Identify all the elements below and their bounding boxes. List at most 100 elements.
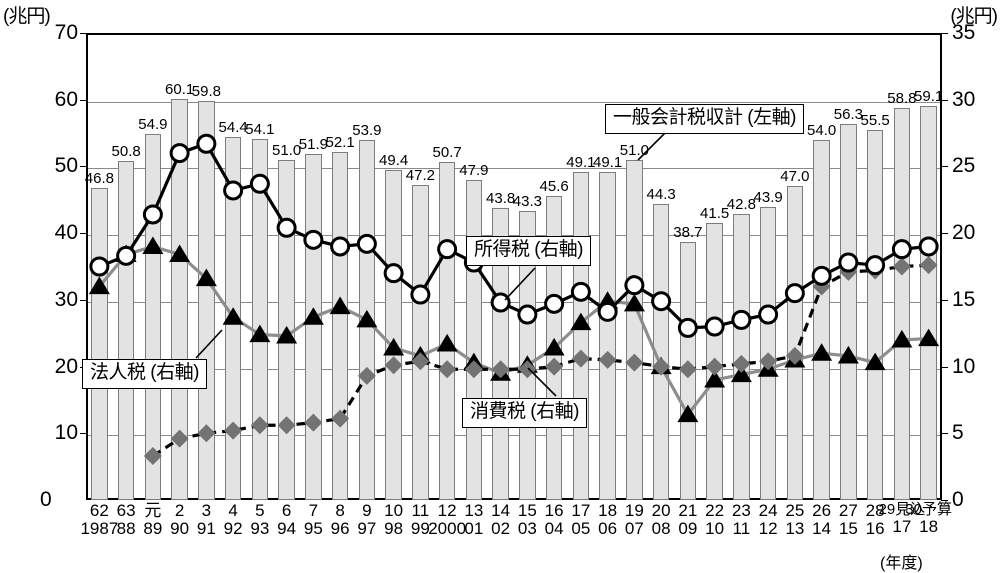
y-tick-mark-left	[80, 299, 87, 301]
bar-value-label: 41.5	[700, 205, 730, 223]
y-tick-left: 50	[54, 154, 78, 178]
series-marker-1	[758, 304, 779, 325]
y-tick-left: 40	[54, 221, 78, 245]
y-tick-mark-right	[941, 299, 948, 301]
y-tick-mark-left	[80, 166, 87, 168]
bar-value-label: 55.5	[860, 111, 890, 129]
bar-total-tax-revenue	[171, 99, 188, 500]
legend-callout-consumption-tax: 消費税 (右軸)	[462, 398, 587, 428]
x-axis-tick-14: 13 01	[464, 501, 484, 539]
x-axis-tick-22: 21 09	[678, 501, 698, 539]
x-axis-tick-10: 9 97	[357, 501, 377, 539]
series-marker-3	[705, 357, 724, 376]
bar-value-label: 54.0	[807, 121, 837, 139]
bar-value-label: 54.1	[245, 121, 275, 139]
y-tick-mark-left	[80, 233, 87, 235]
series-marker-1	[570, 281, 591, 302]
tax-revenue-chart: (兆円) (兆円) 10 20 30 40 50 60 70 0 5 10 15 20 25 30 35 46…	[3, 6, 998, 572]
series-marker-2	[276, 325, 298, 344]
series-marker-2	[837, 345, 859, 364]
x-axis-tick-12: 11 99	[410, 501, 430, 539]
bar-value-label: 43.9	[753, 189, 783, 207]
bar-value-label: 56.3	[833, 106, 863, 124]
bar-value-label: 59.1	[914, 87, 944, 105]
x-axis-tick-26: 25 13	[785, 501, 805, 539]
series-marker-2	[356, 309, 378, 328]
bar-value-label: 47.2	[405, 167, 435, 185]
series-marker-1	[276, 217, 297, 238]
bar-value-label: 45.6	[539, 177, 569, 195]
series-marker-2	[864, 352, 886, 371]
series-marker-2	[918, 328, 940, 347]
bar-value-label: 49.4	[379, 152, 409, 170]
series-marker-3	[438, 360, 457, 379]
legend-callout-income-tax: 所得税 (右軸)	[466, 236, 591, 266]
series-marker-1	[704, 316, 725, 337]
y-tick-mark-right	[941, 233, 948, 235]
series-marker-1	[410, 284, 431, 305]
series-marker-3	[143, 446, 162, 465]
series-marker-3	[759, 352, 778, 371]
bar-value-label: 42.8	[726, 196, 756, 214]
y-tick-right: 15	[952, 287, 976, 311]
bar-total-tax-revenue	[385, 170, 402, 500]
series-marker-1	[356, 233, 377, 254]
x-axis-tick-6: 5 93	[250, 501, 270, 539]
bar-total-tax-revenue	[866, 129, 884, 500]
y-tick-left: 10	[54, 421, 78, 445]
series-marker-1	[811, 265, 832, 286]
series-marker-2	[730, 364, 752, 383]
series-marker-2	[543, 337, 565, 356]
series-marker-3	[304, 413, 323, 432]
series-marker-3	[384, 356, 403, 375]
series-marker-2	[570, 312, 592, 331]
series-marker-1	[142, 204, 163, 225]
gridline	[88, 435, 940, 437]
legend-callout-total: 一般会計税収計 (左軸)	[605, 104, 804, 134]
callout-leader-line-1	[504, 267, 536, 301]
bar-total-tax-revenue	[412, 185, 429, 500]
bar-value-label: 52.1	[325, 134, 355, 152]
series-marker-1	[116, 245, 137, 266]
bar-value-label: 49.1	[566, 154, 596, 172]
y-tick-mark-left	[80, 99, 87, 101]
series-marker-2	[677, 404, 699, 423]
x-axis-labels: 62 1987 63 88 元 89 2 90 3 91 4 92 5 93 6 94 7 95 8 96 9 97 10 9…	[80, 501, 951, 561]
series-marker-1	[517, 304, 538, 325]
series-marker-1	[303, 229, 324, 250]
x-axis-tick-11: 10 98	[384, 501, 404, 539]
series-marker-1	[437, 239, 458, 260]
bar-total-tax-revenue	[117, 161, 135, 500]
line-series-layer	[88, 125, 940, 465]
bar-value-label: 50.7	[432, 143, 462, 161]
series-marker-1	[490, 292, 511, 313]
series-marker-2	[142, 236, 164, 255]
series-marker-2	[249, 324, 271, 343]
x-axis-tick-2: 元 89	[143, 501, 163, 539]
bar-value-label: 60.1	[165, 81, 195, 99]
bar-value-label: 51.9	[298, 135, 328, 153]
series-marker-1	[196, 133, 217, 154]
bar-total-tax-revenue	[920, 105, 937, 500]
series-marker-1	[330, 236, 351, 257]
y-tick-right: 35	[952, 21, 976, 44]
bar-total-tax-revenue	[840, 124, 857, 500]
x-axis-tick-15: 14 02	[491, 501, 511, 539]
y-tick-right: 5	[952, 421, 964, 445]
series-marker-2	[436, 333, 458, 352]
series-marker-1	[784, 283, 805, 304]
series-marker-1	[544, 293, 565, 314]
gridline	[88, 168, 940, 170]
callout-leader-line-3	[527, 367, 557, 397]
series-marker-3	[357, 366, 376, 385]
x-axis-tick-16: 15 03	[517, 501, 537, 539]
x-axis-tick-18: 17 05	[571, 501, 591, 539]
gridline	[88, 101, 940, 103]
bar-total-tax-revenue	[893, 107, 911, 500]
callout-leader-line-2	[195, 329, 223, 359]
x-axis-tick-13: 12 2000	[428, 501, 467, 539]
x-axis-tick-4: 3 91	[196, 501, 216, 539]
bar-value-label: 44.3	[646, 186, 676, 204]
series-marker-3	[545, 357, 564, 376]
series-marker-1	[89, 256, 110, 277]
